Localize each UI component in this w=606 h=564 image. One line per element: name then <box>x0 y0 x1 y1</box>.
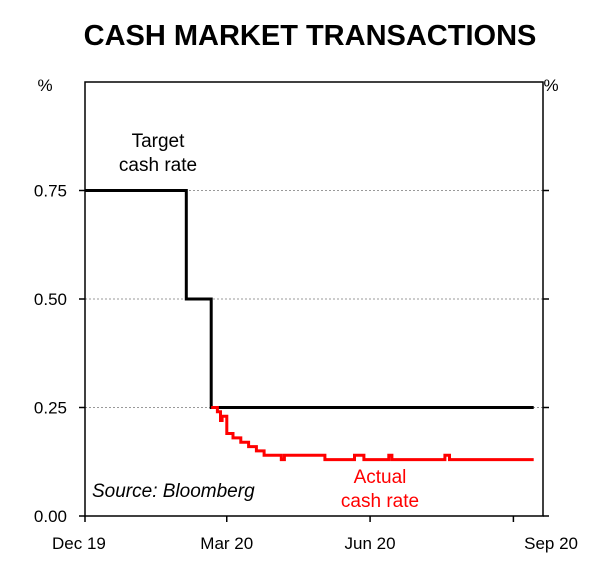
y-tick-label: 0.00 <box>34 507 67 526</box>
label-target-line-2: cash rate <box>119 155 197 176</box>
x-tick-label: Jun 20 <box>345 534 396 553</box>
series-line-actual-cash-rate <box>211 406 534 462</box>
x-tick-label: Mar 20 <box>200 534 253 553</box>
y-tick-label: 0.25 <box>34 399 67 418</box>
y-tick-label: 0.75 <box>34 182 67 201</box>
x-axis: Dec 19 Mar 20 Jun 20 Sep 20 <box>52 516 578 553</box>
y-axis: 0.00 0.25 0.50 0.75 <box>34 182 549 526</box>
label-actual-line-1: Actual <box>354 467 407 488</box>
y-unit-left: % <box>37 76 52 95</box>
label-actual-line-2: cash rate <box>341 491 419 512</box>
series <box>85 189 534 462</box>
x-tick-label: Dec 19 <box>52 534 106 553</box>
gridlines <box>85 190 543 408</box>
y-tick-label: 0.50 <box>34 290 67 309</box>
x-tick-label: Sep 20 <box>524 534 578 553</box>
series-line-target-cash-rate <box>85 189 534 409</box>
chart-title: CASH MARKET TRANSACTIONS <box>84 20 537 52</box>
label-target-line-1: Target <box>132 131 186 152</box>
y-unit-right: % <box>543 76 558 95</box>
source-note: Source: Bloomberg <box>92 481 255 502</box>
